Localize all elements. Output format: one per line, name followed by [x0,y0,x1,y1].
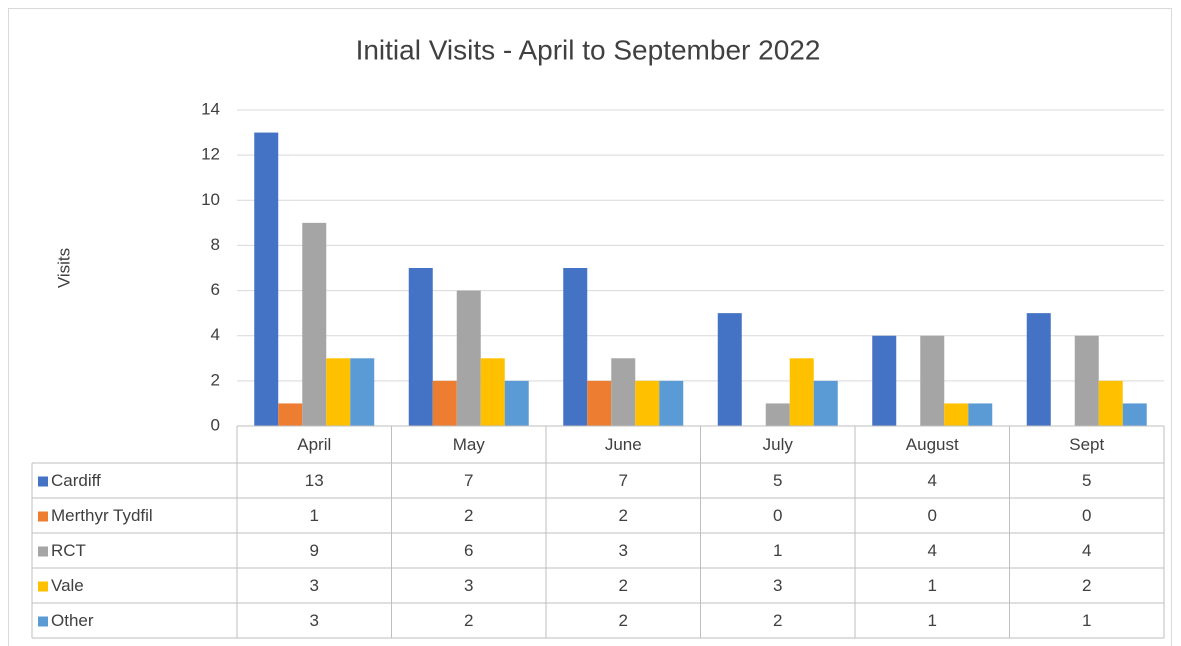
table-value: 2 [619,611,628,630]
table-value: 2 [619,506,628,525]
table-value: 5 [773,471,782,490]
table-value: 3 [773,576,782,595]
legend-label: Other [51,611,94,630]
bar [254,132,279,427]
bar [872,335,897,426]
bar [563,268,588,426]
bar [1098,380,1123,426]
bar [920,335,945,426]
table-value: 4 [928,471,937,490]
table-value: 6 [464,541,473,560]
table-value: 7 [619,471,628,490]
table-value: 1 [310,506,319,525]
legend-label: Cardiff [51,471,101,490]
table-value: 2 [1082,576,1091,595]
chart-title: Initial Visits - April to September 2022 [356,34,821,65]
bar [350,358,375,426]
legend-label: Vale [51,576,84,595]
x-tick-label: May [453,435,486,454]
table-value: 3 [619,541,628,560]
x-tick-label: April [297,435,331,454]
bar [944,403,969,426]
legend-key [38,581,48,592]
bar [765,403,790,426]
table-value: 4 [928,541,937,560]
y-axis-title: Visits [54,248,73,288]
table-value: 7 [464,471,473,490]
bar [587,380,612,426]
table-value: 2 [464,611,473,630]
chart-frame [8,8,1172,646]
y-tick-label: 8 [211,235,220,254]
legend-key [38,476,48,487]
bar [408,268,433,426]
table-value: 3 [310,611,319,630]
bar [717,313,742,426]
bar [1026,313,1051,426]
bar [326,358,351,426]
legend-key [38,616,48,627]
table-value: 13 [305,471,324,490]
x-tick-label: June [605,435,642,454]
y-tick-label: 10 [201,190,220,209]
bar [968,403,993,426]
table-value: 0 [1082,506,1091,525]
table-value: 3 [310,576,319,595]
bar [1074,335,1099,426]
y-tick-label: 6 [211,280,220,299]
legend-key [38,546,48,557]
legend-key [38,511,48,522]
legend-label: RCT [51,541,86,560]
bar [611,358,636,426]
bar [432,380,457,426]
x-tick-label: August [906,435,959,454]
bar [789,358,814,426]
table-value: 2 [464,506,473,525]
table-value: 9 [310,541,319,560]
table-value: 2 [619,576,628,595]
table-value: 0 [928,506,937,525]
table-value: 4 [1082,541,1091,560]
table-value: 1 [928,576,937,595]
table-value: 5 [1082,471,1091,490]
bar [813,380,838,426]
y-tick-label: 2 [211,370,220,389]
table-value: 2 [773,611,782,630]
legend-label: Merthyr Tydfil [51,506,153,525]
y-tick-label: 0 [211,415,220,434]
table-value: 0 [773,506,782,525]
bar [504,380,529,426]
bar [1122,403,1147,426]
y-tick-label: 4 [211,325,220,344]
table-value: 1 [773,541,782,560]
bar [456,290,481,426]
table-value: 3 [464,576,473,595]
bar [480,358,505,426]
table-value: 1 [1082,611,1091,630]
bar [302,222,327,426]
bar [635,380,660,426]
y-tick-label: 14 [201,99,220,118]
bar [659,380,684,426]
table-value: 1 [928,611,937,630]
bar [278,403,303,426]
y-tick-label: 12 [201,145,220,164]
x-tick-label: Sept [1069,435,1104,454]
x-tick-label: July [763,435,794,454]
